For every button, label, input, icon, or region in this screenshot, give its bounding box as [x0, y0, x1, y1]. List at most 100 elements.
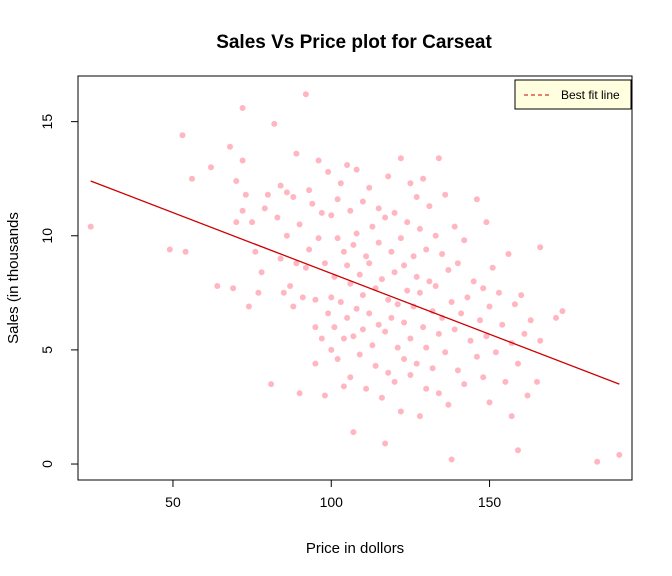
data-point — [445, 401, 452, 408]
data-point — [442, 349, 449, 356]
x-tick-label: 150 — [478, 494, 502, 510]
data-point — [537, 337, 544, 344]
data-point — [423, 344, 430, 351]
data-point — [553, 314, 559, 321]
data-point — [508, 413, 515, 420]
data-point — [461, 237, 468, 244]
data-point — [375, 239, 382, 246]
data-point — [315, 157, 322, 164]
data-point — [480, 374, 487, 381]
data-point — [344, 262, 351, 269]
best-fit-line — [90, 180, 620, 385]
data-point — [426, 203, 433, 210]
data-point — [423, 246, 430, 253]
data-point — [420, 324, 427, 331]
data-point — [473, 196, 480, 203]
data-point — [511, 301, 518, 308]
data-point — [344, 314, 351, 321]
data-point — [245, 303, 252, 310]
data-point — [407, 372, 414, 378]
data-point — [233, 178, 240, 184]
data-point — [347, 374, 354, 381]
data-point — [331, 324, 338, 331]
data-point — [407, 180, 414, 187]
data-point — [435, 390, 442, 397]
data-point — [451, 326, 458, 333]
y-tick-label: 10 — [39, 228, 55, 244]
data-point — [391, 269, 398, 276]
data-point — [391, 378, 398, 385]
data-point — [470, 278, 477, 285]
data-point — [261, 205, 268, 212]
data-point — [325, 168, 332, 175]
data-point — [359, 292, 366, 299]
data-point — [208, 164, 214, 171]
data-point — [318, 209, 325, 216]
data-point — [483, 333, 490, 340]
data-point — [274, 214, 281, 221]
data-point — [397, 235, 404, 242]
x-axis-label: Price in dollors — [306, 540, 404, 557]
data-point — [366, 260, 373, 267]
data-point — [391, 209, 398, 216]
data-point — [486, 399, 493, 406]
data-point — [385, 369, 392, 376]
data-point — [325, 310, 332, 317]
data-point — [401, 319, 408, 326]
data-point — [413, 273, 420, 280]
data-point — [416, 225, 423, 232]
data-point — [353, 166, 360, 173]
data-point — [258, 269, 265, 276]
data-point — [404, 287, 411, 294]
data-point — [328, 212, 335, 219]
data-point — [464, 294, 471, 301]
data-point — [423, 385, 430, 392]
data-point — [499, 321, 506, 328]
data-point — [378, 276, 385, 283]
data-point — [492, 349, 499, 356]
data-point — [350, 429, 357, 436]
data-point — [350, 333, 357, 340]
data-point — [397, 408, 404, 415]
y-axis-label: Sales (in thousands — [5, 212, 22, 344]
data-point — [166, 246, 173, 253]
data-point — [277, 255, 284, 262]
data-point — [233, 219, 240, 226]
data-point — [239, 105, 246, 111]
data-point — [283, 189, 290, 196]
data-point — [385, 173, 392, 180]
plot-frame — [77, 75, 633, 481]
data-point — [486, 303, 493, 310]
data-point — [448, 299, 455, 305]
data-point — [252, 248, 259, 255]
data-point — [616, 451, 623, 458]
data-point — [293, 150, 300, 157]
data-point — [458, 310, 465, 317]
data-point — [413, 360, 420, 367]
data-point — [366, 184, 373, 191]
data-point — [227, 143, 233, 150]
data-point — [277, 182, 284, 189]
data-point — [435, 155, 442, 162]
data-point — [255, 289, 262, 296]
data-point — [359, 198, 366, 205]
data-point — [312, 360, 319, 367]
data-point — [296, 221, 303, 228]
data-point — [312, 324, 319, 331]
data-point — [397, 155, 404, 162]
data-point — [429, 365, 436, 372]
data-point — [363, 385, 370, 392]
data-point — [420, 175, 427, 182]
data-point — [290, 194, 297, 200]
data-point — [359, 326, 366, 333]
points-layer — [87, 91, 623, 465]
data-point — [382, 440, 389, 447]
data-point — [534, 378, 540, 385]
x-axis: 50 100 150 — [165, 480, 501, 510]
data-point — [334, 196, 341, 203]
fit-line-layer — [90, 180, 620, 385]
data-point — [502, 378, 509, 385]
data-point — [182, 248, 189, 255]
data-point — [299, 294, 306, 301]
